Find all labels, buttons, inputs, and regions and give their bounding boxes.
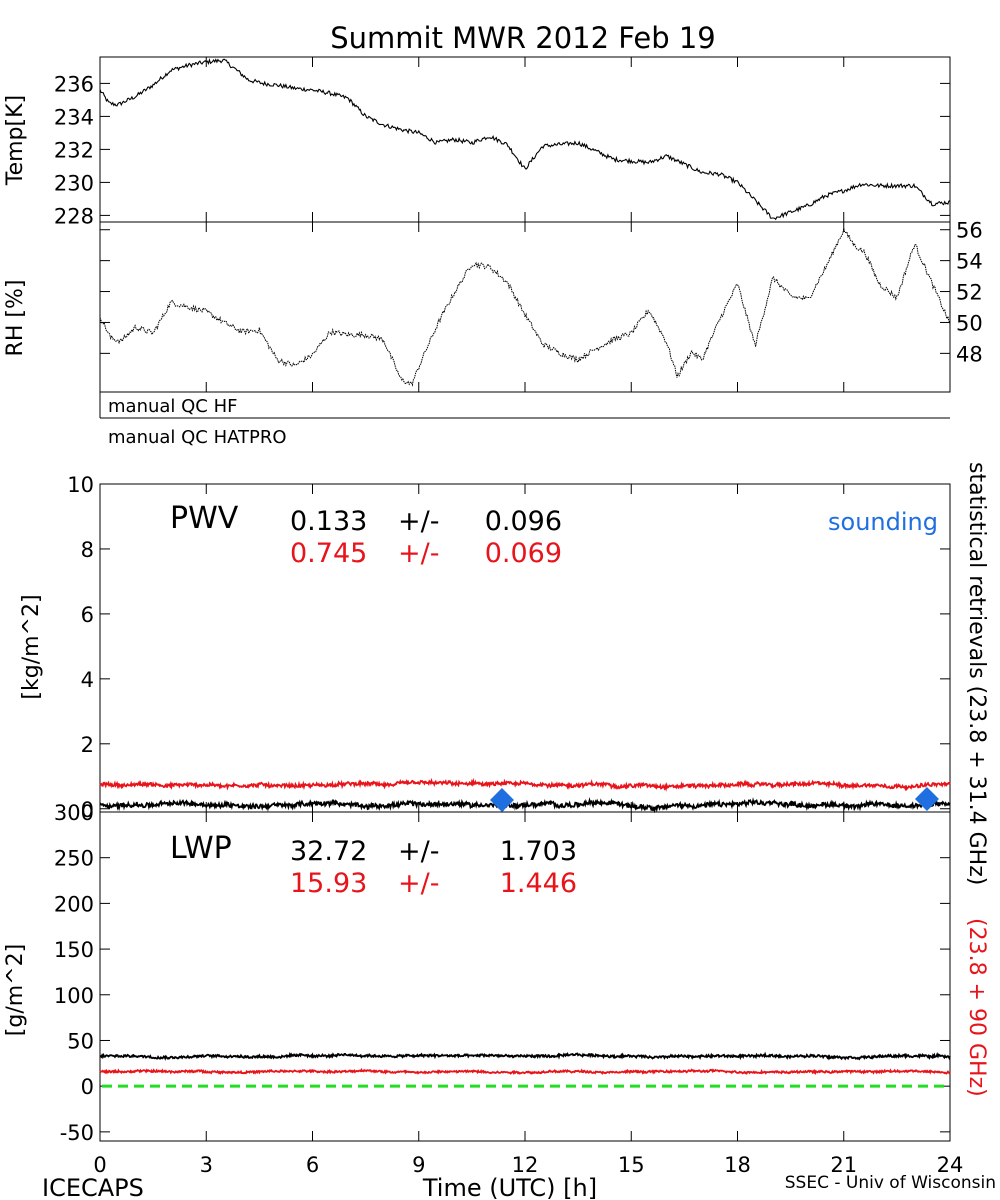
lwp-red-series-line <box>99 1067 951 1076</box>
lwp-black-pm: +/- <box>398 836 439 867</box>
lwp-y-tick-label: 50 <box>67 1029 94 1053</box>
humidity-y-ticks: 48 50 52 54 56 <box>100 219 983 366</box>
x-tick-label: 15 <box>618 1153 645 1177</box>
pwv-red-mean: 0.745 <box>290 538 367 569</box>
lwp-y-tick-label: -50 <box>60 1121 94 1145</box>
qc-band-hf-label: manual QC HF <box>108 396 237 417</box>
pwv-y-tick-label: 10 <box>67 473 94 497</box>
lwp-y-tick-label: 0 <box>81 1075 94 1099</box>
pwv-black-pm: +/- <box>398 506 439 537</box>
pwv-y-ticks: 0 2 4 6 8 10 <box>67 473 950 822</box>
temperature-y-tick-label: 232 <box>54 138 94 162</box>
x-tick-label: 21 <box>830 1153 857 1177</box>
humidity-y-tick-label: 52 <box>956 281 983 305</box>
pwv-black-mean: 0.133 <box>290 506 367 537</box>
temperature-y-ticks: 228 230 232 234 236 <box>54 72 950 228</box>
pwv-y-tick-label: 2 <box>81 733 94 757</box>
lwp-y-label: [g/m^2] <box>3 944 28 1036</box>
lwp-y-tick-label: 250 <box>54 847 94 871</box>
pwv-red-std: 0.069 <box>485 538 562 569</box>
pwv-y-tick-label: 8 <box>81 538 94 562</box>
humidity-series-line <box>99 228 951 387</box>
humidity-frame <box>99 221 951 393</box>
temperature-y-tick-label: 234 <box>54 105 94 129</box>
footer-left-label: ICECAPS <box>42 1174 144 1200</box>
pwv-panel-label: PWV <box>170 501 239 536</box>
temperature-frame <box>99 56 951 223</box>
humidity-panel: 48 50 52 54 56 RH [%] <box>3 219 983 393</box>
humidity-y-tick-label: 54 <box>956 250 983 274</box>
x-axis-ticks: 0 3 6 9 12 15 18 21 24 <box>93 57 963 1177</box>
x-tick-label: 18 <box>724 1153 751 1177</box>
pwv-y-tick-label: 6 <box>81 603 94 627</box>
pwv-y-tick-label: 0 <box>81 798 94 822</box>
lwp-y-tick-label: 300 <box>54 801 94 825</box>
humidity-y-tick-label: 56 <box>956 219 983 243</box>
x-axis-label: Time (UTC) [h] <box>422 1174 597 1200</box>
temperature-y-tick-label: 236 <box>54 72 94 96</box>
chart-title: Summit MWR 2012 Feb 19 <box>330 21 715 55</box>
right-label-red: (23.8 + 90 GHz) <box>964 918 989 1097</box>
x-tick-label: 9 <box>412 1153 425 1177</box>
pwv-red-series-line <box>99 777 951 792</box>
qc-band-hatpro-label: manual QC HATPRO <box>108 427 287 448</box>
x-tick-label: 0 <box>93 1153 106 1177</box>
temperature-y-tick-label: 228 <box>54 204 94 228</box>
lwp-black-std: 1.703 <box>500 836 577 867</box>
lwp-black-series-line <box>99 1051 951 1061</box>
lwp-red-mean: 15.93 <box>290 868 367 899</box>
pwv-panel: 0 2 4 6 8 10 [kg/m^2] PWV 0.133 +/- 0.096 0.7… <box>19 473 951 822</box>
lwp-red-std: 1.446 <box>500 868 577 899</box>
sounding-marker <box>914 787 939 812</box>
pwv-y-label: [kg/m^2] <box>19 594 44 699</box>
humidity-y-label: RH [%] <box>3 280 28 357</box>
temperature-y-label: Temp[K] <box>3 95 28 186</box>
right-label-statistical: statistical retrievals (23.8 + 31.4 GHz) <box>964 462 989 885</box>
footer-right-label: SSEC - Univ of Wisconsin <box>785 1173 996 1193</box>
x-tick-label: 3 <box>200 1153 213 1177</box>
sounding-marker <box>489 787 514 812</box>
lwp-y-ticks: -50 0 50 100 150 200 250 300 <box>54 801 950 1145</box>
pwv-black-std: 0.096 <box>485 506 562 537</box>
pwv-red-pm: +/- <box>398 538 439 569</box>
humidity-y-tick-label: 50 <box>956 311 983 335</box>
sounding-legend-label: sounding <box>828 508 938 536</box>
temperature-series-line <box>99 57 951 221</box>
lwp-panel-label: LWP <box>170 831 232 866</box>
sounding-markers <box>489 787 939 812</box>
lwp-y-tick-label: 150 <box>54 938 94 962</box>
lwp-red-pm: +/- <box>398 868 439 899</box>
x-tick-label: 24 <box>937 1153 964 1177</box>
temperature-y-tick-label: 230 <box>54 171 94 195</box>
humidity-y-tick-label: 48 <box>956 342 983 366</box>
lwp-y-tick-label: 200 <box>54 892 94 916</box>
lwp-black-mean: 32.72 <box>290 836 367 867</box>
temperature-panel: 228 230 232 234 236 Temp[K] <box>3 56 951 228</box>
x-tick-label: 12 <box>512 1153 539 1177</box>
qc-bands: manual QC HF manual QC HATPRO <box>99 392 950 448</box>
x-tick-label: 6 <box>306 1153 319 1177</box>
pwv-y-tick-label: 4 <box>81 668 94 692</box>
lwp-y-tick-label: 100 <box>54 984 94 1008</box>
